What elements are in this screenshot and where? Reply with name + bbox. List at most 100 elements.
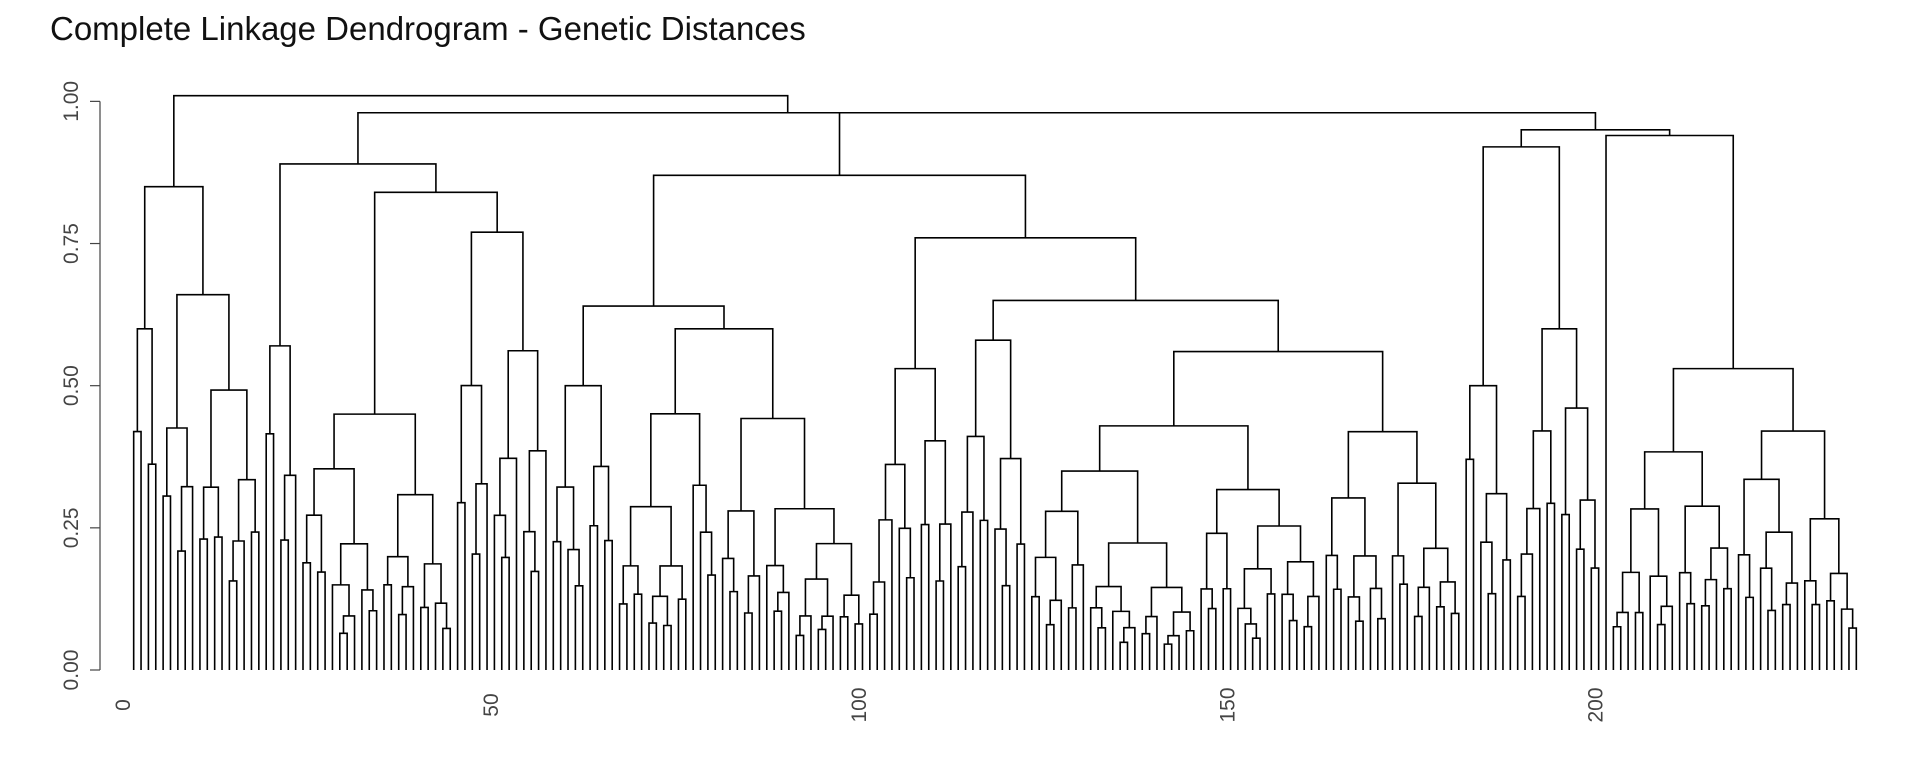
dendrogram-link [1686, 602, 1696, 670]
dendrogram-link [618, 603, 628, 670]
dendrogram-link [1354, 620, 1364, 670]
y-tick-label: 0.75 [60, 223, 83, 264]
dendrogram-link [1098, 425, 1249, 490]
dendrogram-link [1325, 554, 1339, 670]
dendrogram-link [1809, 518, 1840, 581]
dendrogram-link [721, 557, 735, 670]
dendrogram-link [333, 413, 417, 495]
dendrogram-link [1634, 611, 1644, 670]
dendrogram-link [765, 564, 785, 670]
dendrogram-link [280, 539, 290, 670]
dendrogram-link [1377, 617, 1386, 670]
dendrogram-link [1141, 632, 1151, 670]
dendrogram-link [460, 384, 483, 503]
dendrogram-link [878, 519, 893, 670]
dendrogram-link [1649, 575, 1668, 670]
dendrogram-link [884, 463, 906, 529]
dendrogram-link [1660, 605, 1674, 670]
dendrogram-link [1826, 599, 1836, 670]
dendrogram-link [1251, 637, 1261, 670]
dendrogram-link [419, 606, 429, 670]
dendrogram-link [339, 632, 348, 670]
dendrogram-link [1237, 607, 1252, 670]
dendrogram-link [1071, 564, 1085, 670]
dendrogram-link [773, 610, 783, 670]
dendrogram-link [1743, 478, 1780, 555]
dendrogram-link [622, 565, 639, 604]
dendrogram-link [180, 485, 194, 670]
dendrogram-link [500, 556, 510, 670]
dendrogram-link [316, 571, 326, 670]
dendrogram-link [1829, 572, 1848, 610]
x-tick-label: 100 [848, 687, 871, 722]
dendrogram-link [1413, 615, 1423, 670]
dendrogram-link [1215, 488, 1280, 534]
dendrogram-link [979, 519, 989, 670]
dendrogram-link [1590, 567, 1600, 670]
dendrogram-link [815, 542, 853, 596]
dendrogram-link [1016, 543, 1026, 670]
x-tick-label: 0 [112, 699, 135, 711]
dendrogram-link [342, 615, 356, 670]
dendrogram-link [652, 174, 1027, 307]
dendrogram-link [1417, 586, 1431, 670]
dendrogram-link [1185, 629, 1195, 670]
dendrogram-link [361, 589, 374, 670]
dendrogram-link [574, 585, 584, 670]
dendrogram-link [1222, 587, 1232, 670]
dendrogram-link [302, 562, 312, 670]
dendrogram-link [1630, 508, 1660, 577]
dendrogram-link [456, 501, 466, 670]
dendrogram-link [1281, 593, 1294, 670]
dendrogram-link [999, 457, 1022, 545]
dendrogram-link [1173, 350, 1384, 432]
dendrogram-link [1561, 513, 1571, 670]
dendrogram-link [166, 427, 188, 497]
dendrogram-link [1612, 625, 1622, 670]
dendrogram-link [1840, 608, 1854, 670]
dendrogram-link [582, 305, 725, 386]
dendrogram-link [1303, 625, 1313, 670]
dendrogram-link [1049, 599, 1063, 670]
y-tick-label: 0.50 [60, 365, 83, 406]
dendrogram-link [552, 540, 562, 670]
dendrogram-link [589, 524, 599, 670]
dendrogram-link [961, 511, 974, 670]
dendrogram-link [1167, 634, 1180, 670]
dendrogram-link [1520, 129, 1671, 147]
dendrogram-link [1163, 643, 1173, 670]
dendrogram-link [747, 575, 761, 670]
dendrogram-link [1465, 458, 1475, 670]
x-tick-label: 200 [1584, 687, 1607, 722]
dendrogram-link [339, 542, 369, 590]
dendrogram-link [386, 555, 409, 587]
dendrogram-link [1520, 553, 1534, 670]
dendrogram-link [1095, 585, 1122, 612]
dendrogram-link [1781, 603, 1791, 670]
dendrogram-link [869, 613, 879, 670]
dendrogram-link [210, 389, 248, 488]
dendrogram-link [1704, 578, 1718, 670]
dendrogram-link [283, 474, 297, 670]
dendrogram-link [894, 367, 936, 465]
dendrogram-link [423, 563, 442, 608]
dendrogram-link [1616, 611, 1629, 670]
dendrogram-link [1347, 430, 1418, 498]
dendrogram-link [396, 493, 434, 564]
dendrogram-link [147, 463, 157, 670]
dendrogram-link [1200, 588, 1213, 670]
dendrogram-link [1439, 581, 1456, 614]
dendrogram-link [729, 590, 739, 670]
dendrogram-link [368, 609, 378, 670]
dendrogram-link [442, 627, 452, 670]
dendrogram-link [162, 495, 172, 670]
dendrogram-link [1207, 607, 1217, 670]
dendrogram-link [1145, 615, 1158, 670]
dendrogram-link [674, 328, 774, 419]
dendrogram-link [1678, 571, 1692, 670]
dendrogram-link [1700, 605, 1710, 670]
dendrogram-link [1672, 367, 1794, 452]
dendrogram-link [1643, 451, 1703, 509]
dendrogram-link [331, 584, 350, 670]
